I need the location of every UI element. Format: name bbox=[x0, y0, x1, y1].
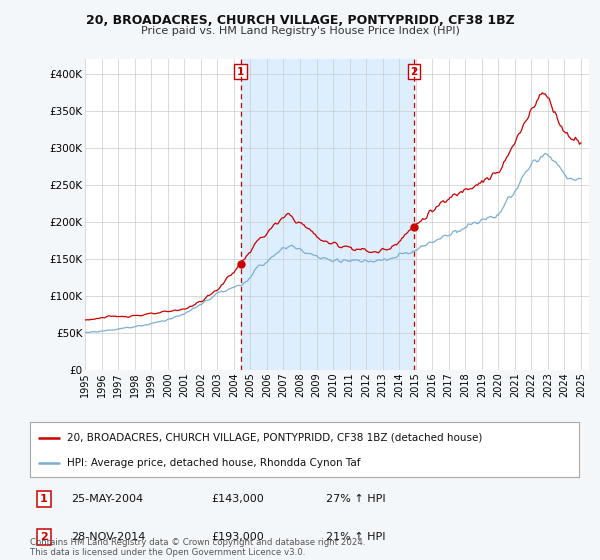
Text: 21% ↑ HPI: 21% ↑ HPI bbox=[326, 531, 386, 542]
Text: £193,000: £193,000 bbox=[211, 531, 264, 542]
Text: 2: 2 bbox=[410, 67, 418, 77]
Text: 20, BROADACRES, CHURCH VILLAGE, PONTYPRIDD, CF38 1BZ (detached house): 20, BROADACRES, CHURCH VILLAGE, PONTYPRI… bbox=[67, 433, 483, 442]
Text: £143,000: £143,000 bbox=[211, 494, 264, 504]
Text: 25-MAY-2004: 25-MAY-2004 bbox=[71, 494, 143, 504]
Text: 28-NOV-2014: 28-NOV-2014 bbox=[71, 531, 146, 542]
Text: 1: 1 bbox=[40, 494, 47, 504]
Bar bbox=[241, 59, 414, 370]
Text: HPI: Average price, detached house, Rhondda Cynon Taf: HPI: Average price, detached house, Rhon… bbox=[67, 459, 361, 468]
Text: 27% ↑ HPI: 27% ↑ HPI bbox=[326, 494, 386, 504]
Text: Contains HM Land Registry data © Crown copyright and database right 2024.
This d: Contains HM Land Registry data © Crown c… bbox=[30, 538, 365, 557]
Text: 2: 2 bbox=[40, 531, 47, 542]
Text: Price paid vs. HM Land Registry's House Price Index (HPI): Price paid vs. HM Land Registry's House … bbox=[140, 26, 460, 36]
Text: 1: 1 bbox=[237, 67, 244, 77]
Text: 20, BROADACRES, CHURCH VILLAGE, PONTYPRIDD, CF38 1BZ: 20, BROADACRES, CHURCH VILLAGE, PONTYPRI… bbox=[86, 14, 514, 27]
